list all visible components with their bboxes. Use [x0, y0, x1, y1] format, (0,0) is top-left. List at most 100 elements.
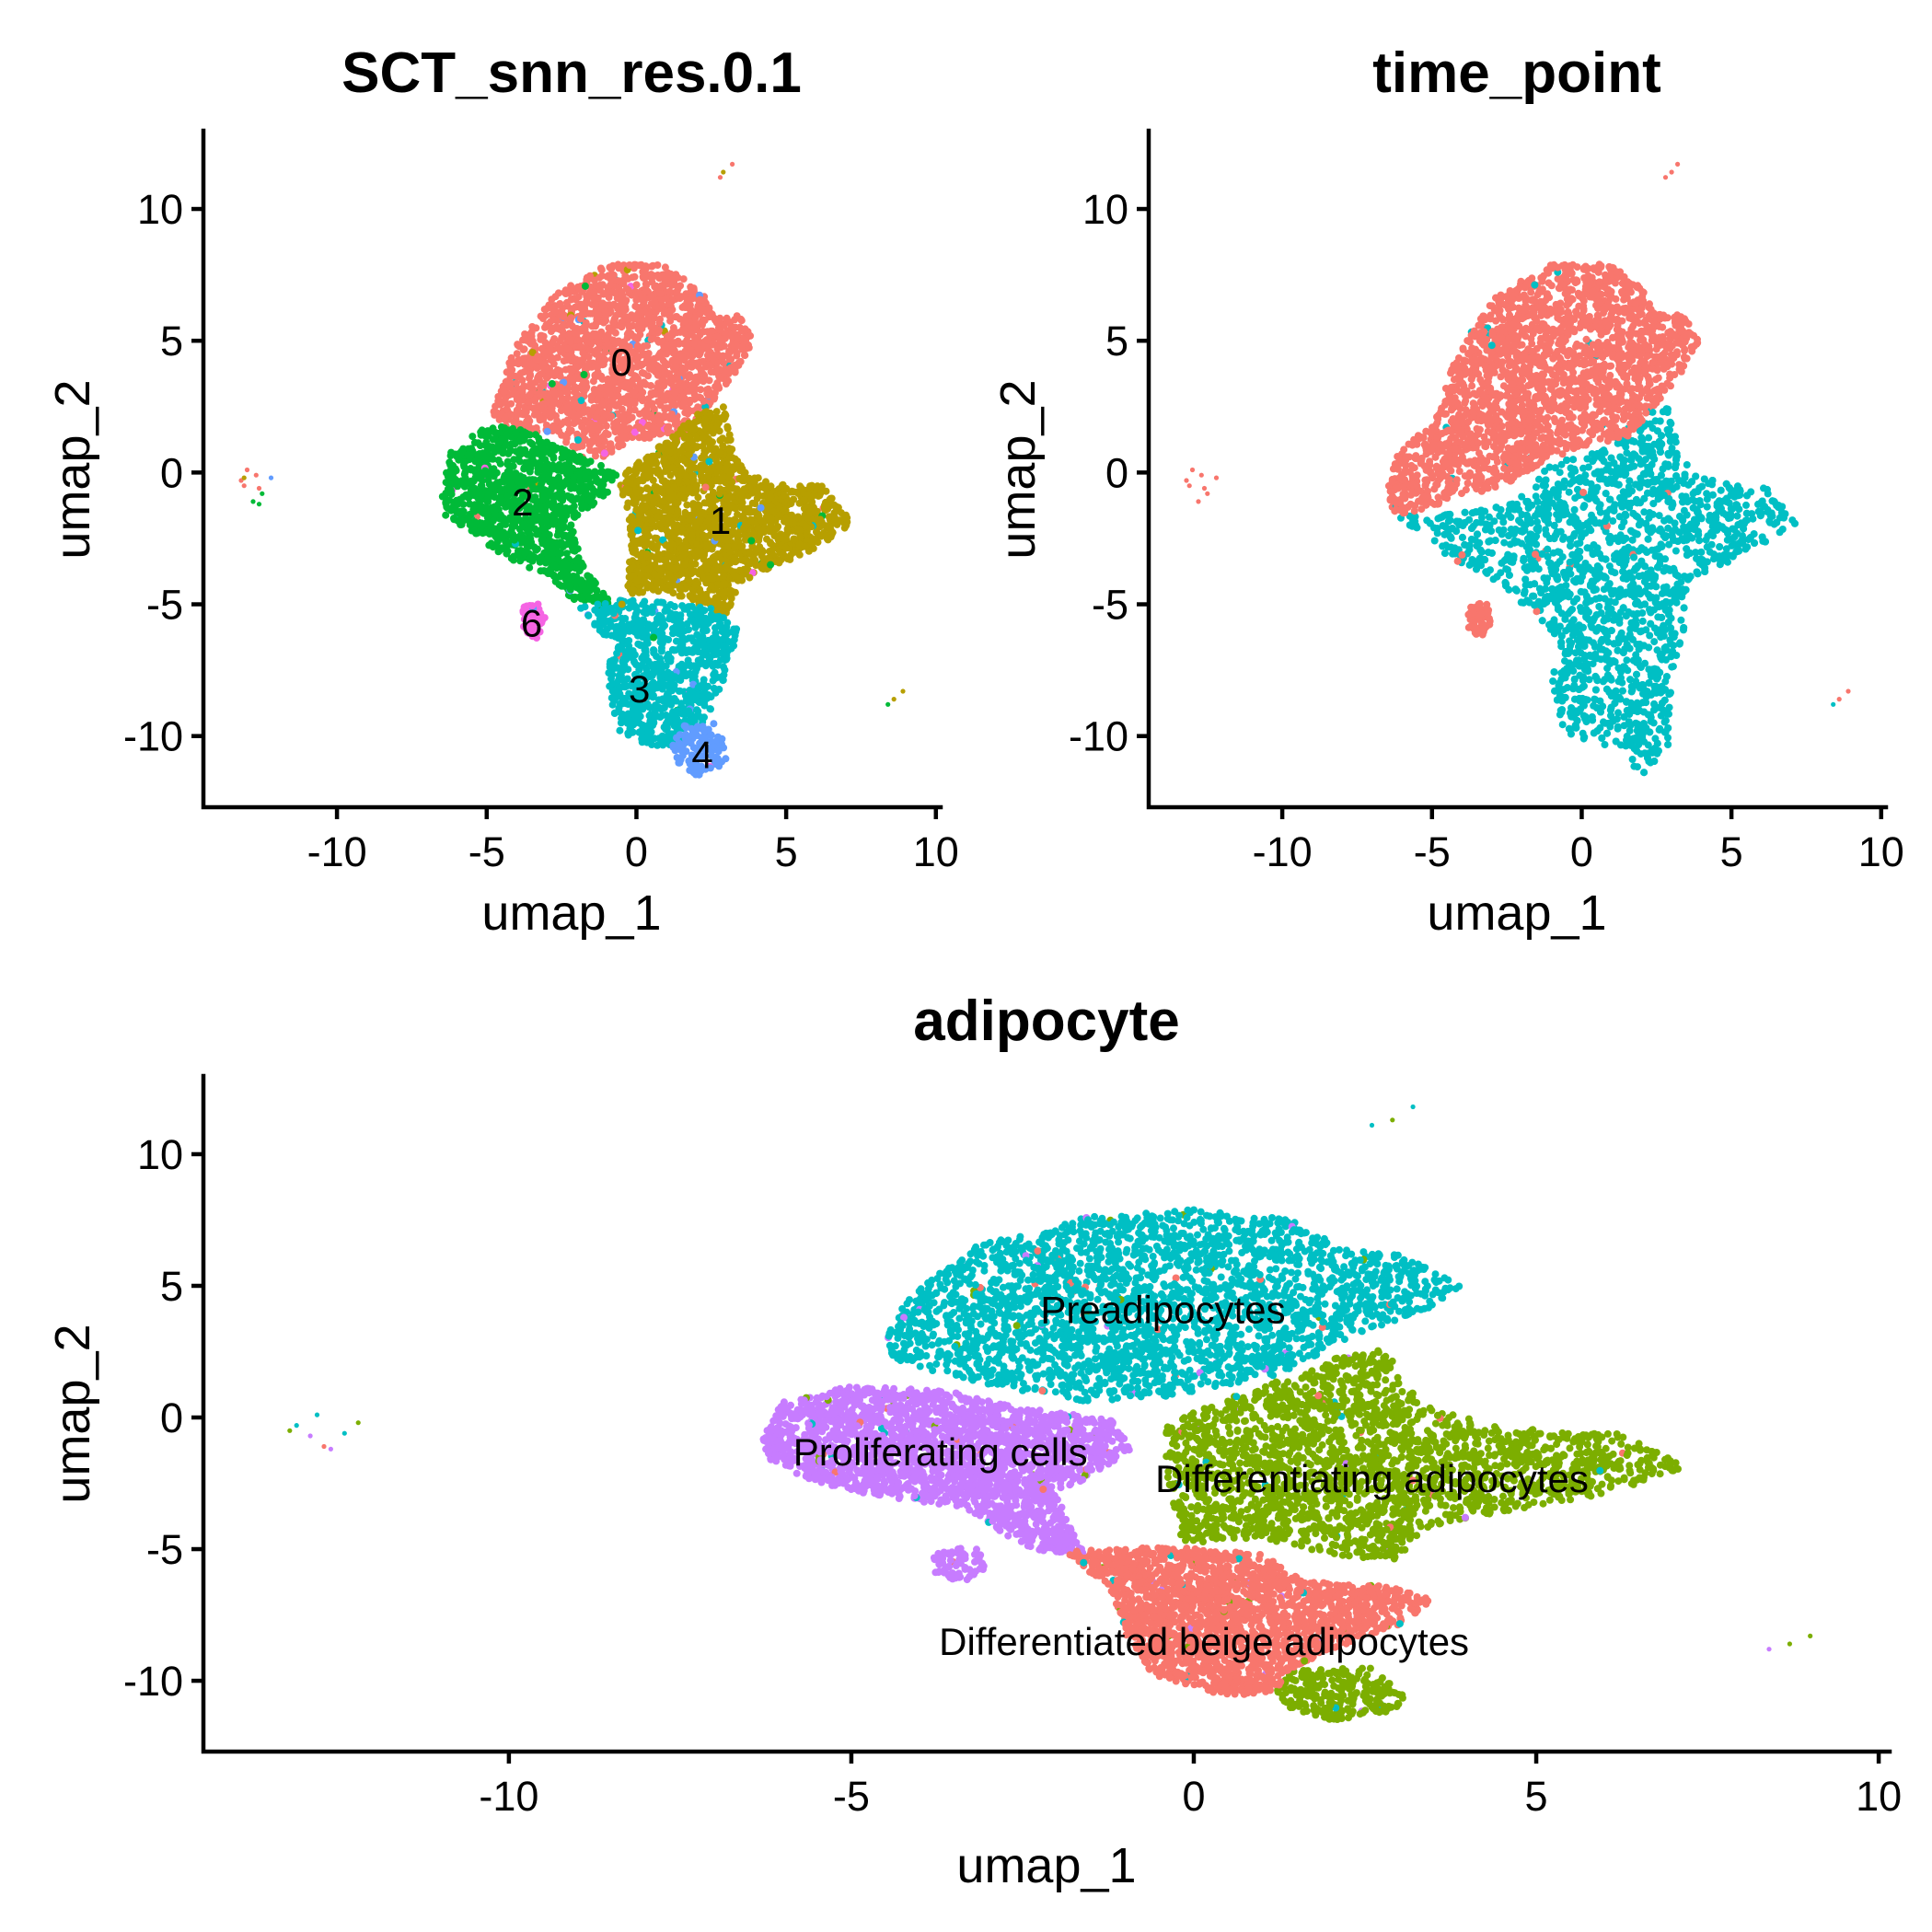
data-point: [692, 481, 700, 490]
data-point: [516, 445, 525, 454]
data-point: [562, 550, 571, 558]
data-point: [567, 521, 575, 529]
data-point: [600, 449, 608, 457]
data-point: [607, 397, 616, 405]
data-point: [688, 380, 697, 388]
data-point: [746, 508, 754, 516]
data-point: [817, 488, 825, 496]
data-point: [633, 333, 642, 341]
data-point: [555, 503, 563, 510]
data-point: [615, 443, 623, 451]
data-point: [544, 476, 552, 483]
data-point: [585, 439, 594, 447]
data-point: [696, 295, 704, 304]
data-point: [709, 353, 717, 362]
data-point: [558, 396, 566, 404]
data-point: [655, 520, 664, 528]
data-point: [672, 499, 680, 507]
data-point: [467, 521, 475, 528]
data-point: [502, 485, 510, 493]
data-point: [596, 273, 604, 282]
data-point: [679, 485, 688, 493]
data-point: [446, 469, 454, 477]
data-point: [642, 503, 650, 511]
data-point: [590, 288, 598, 296]
data-point: [693, 443, 701, 451]
data-point: [509, 462, 517, 470]
data-point: [724, 484, 733, 492]
data-point: [644, 565, 653, 573]
data-point: [746, 573, 754, 582]
data-point: [678, 353, 687, 361]
data-point: [695, 502, 703, 510]
data-point: [583, 338, 591, 346]
data-point: [719, 403, 727, 411]
data-point: [625, 467, 633, 475]
data-point: [817, 532, 826, 540]
data-point: [692, 553, 700, 561]
data-point: [546, 442, 554, 450]
data-point: [520, 368, 528, 376]
data-point: [678, 493, 687, 502]
data-point: [507, 411, 515, 419]
data-point: [664, 389, 672, 398]
data-point: [645, 313, 654, 321]
data-point: [494, 393, 503, 400]
data-point: [621, 485, 630, 493]
data-point: [541, 311, 550, 319]
data-point: [593, 315, 601, 323]
data-point: [585, 578, 594, 586]
data-point: [500, 388, 508, 396]
data-point: [575, 356, 584, 364]
data-point: [619, 307, 628, 315]
data-point: [639, 272, 647, 281]
data-point: [550, 389, 559, 398]
data-point: [711, 388, 719, 397]
data-point: [446, 452, 455, 460]
data-point: [591, 468, 599, 476]
data-point: [594, 350, 602, 358]
data-point: [550, 571, 558, 579]
data-point: [575, 443, 583, 451]
data-point: [484, 476, 492, 484]
data-point: [634, 526, 642, 535]
data-point: [468, 445, 476, 453]
data-point: [453, 496, 460, 504]
data-point: [526, 468, 534, 476]
data-point: [691, 560, 700, 568]
data-point: [662, 412, 670, 421]
data-point: [759, 554, 768, 562]
data-point: [597, 266, 606, 274]
data-point: [704, 558, 712, 566]
data-point: [550, 561, 559, 570]
data-point: [477, 491, 485, 499]
data-point: [639, 388, 647, 397]
data-point: [677, 282, 685, 290]
data-point: [650, 452, 658, 460]
data-point: [827, 494, 835, 503]
data-point: [680, 302, 688, 310]
data-point: [676, 592, 684, 600]
data-point: [755, 535, 763, 543]
data-point: [561, 365, 570, 374]
data-point: [538, 438, 546, 446]
data-point: [673, 329, 681, 337]
data-point: [495, 496, 503, 504]
data-point: [663, 424, 671, 433]
data-point: [717, 343, 725, 352]
data-point: [757, 503, 765, 512]
data-point: [573, 545, 582, 553]
data-point: [566, 504, 574, 513]
data-point: [538, 535, 547, 542]
data-point: [513, 350, 521, 358]
data-point: [678, 569, 686, 577]
data-point: [709, 438, 716, 446]
data-point: [579, 349, 587, 357]
data-point: [629, 548, 637, 556]
data-point: [691, 314, 700, 322]
data-point: [786, 555, 794, 563]
data-point: [512, 379, 520, 388]
data-point: [507, 554, 515, 562]
data-point: [632, 296, 641, 304]
data-point: [633, 489, 641, 497]
